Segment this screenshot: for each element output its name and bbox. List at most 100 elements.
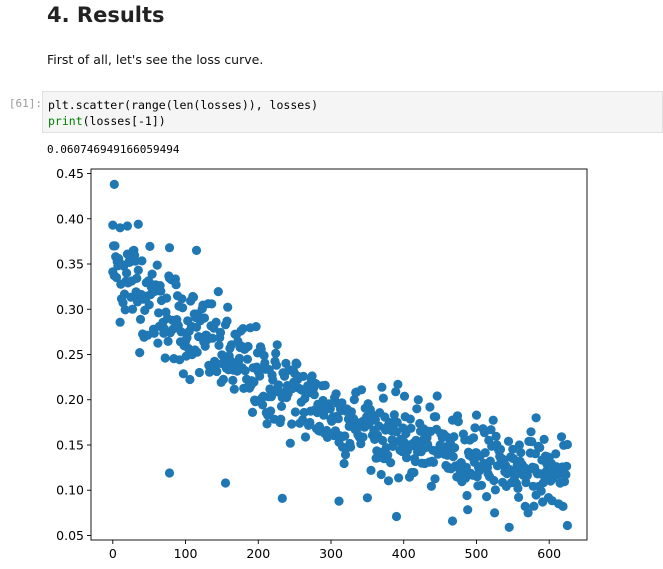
x-tick-label: 0 (109, 546, 117, 560)
code-line-1: plt.scatter(range(len(losses)), losses) (48, 98, 319, 112)
scatter-point (213, 287, 223, 297)
scatter-point (495, 444, 506, 454)
scatter-point (212, 366, 222, 377)
scatter-point (358, 432, 368, 442)
y-tick-label: 0.15 (56, 437, 84, 452)
scatter-point (242, 354, 252, 364)
scatter-point (240, 366, 250, 376)
scatter-point (110, 241, 120, 251)
x-tick-label: 100 (174, 546, 198, 560)
scatter-point (238, 324, 248, 334)
y-tick-label: 0.40 (56, 211, 84, 226)
scatter-point (356, 385, 367, 395)
scatter-point (285, 438, 295, 448)
scatter-point (319, 410, 329, 420)
scatter-point (276, 401, 287, 411)
scatter-point (346, 442, 356, 452)
scatter-point (177, 294, 187, 304)
scatter-point (266, 406, 276, 416)
scatter-point (449, 432, 459, 442)
code-cell[interactable]: plt.scatter(range(len(losses)), losses) … (42, 91, 663, 133)
scatter-point (120, 305, 130, 315)
x-tick-label: 400 (392, 546, 416, 560)
scatter-point (160, 353, 170, 363)
scatter-point (426, 481, 436, 491)
y-tick-label: 0.25 (56, 347, 84, 362)
scatter-point (447, 516, 458, 526)
scatter-point (220, 478, 231, 488)
scatter-point (320, 380, 330, 390)
scatter-point (430, 474, 440, 484)
scatter-point (132, 273, 142, 283)
scatter-point (339, 458, 349, 469)
scatter-point (412, 404, 422, 414)
scatter-point (531, 413, 541, 423)
scatter-point (391, 387, 401, 397)
scatter-point (218, 374, 228, 384)
scatter-point (536, 486, 546, 496)
scatter-point (383, 450, 393, 460)
y-tick-label: 0.35 (56, 257, 84, 272)
scatter-point (337, 398, 347, 408)
scatter-point (378, 393, 388, 403)
scatter-point (482, 492, 492, 502)
scatter-point (135, 348, 145, 358)
scatter-point (514, 492, 524, 502)
scatter-point (391, 511, 402, 522)
scatter-point (333, 414, 343, 424)
scatter-point (463, 505, 473, 515)
scatter-point (164, 243, 175, 253)
scatter-point (164, 468, 175, 478)
scatter-point (486, 425, 496, 435)
scatter-point (178, 369, 188, 379)
scatter-point (409, 467, 419, 478)
y-tick-label: 0.30 (56, 302, 84, 317)
scatter-point (562, 461, 572, 471)
scatter-point (276, 414, 286, 424)
scatter-point (377, 382, 387, 392)
scatter-point (137, 256, 147, 266)
scatter-point (162, 293, 172, 303)
scatter-point (378, 435, 388, 446)
scatter-point (392, 417, 402, 427)
scatter-point (300, 432, 311, 442)
cell-prompt: [61]: (8, 97, 42, 110)
scatter-point (222, 316, 232, 326)
scatter-point (388, 441, 398, 451)
scatter-point (431, 412, 441, 422)
scatter-point (259, 350, 269, 361)
scatter-point (287, 419, 297, 429)
scatter-point (271, 360, 282, 370)
scatter-point (277, 493, 287, 503)
scatter-point (406, 423, 416, 433)
x-tick-label: 500 (465, 546, 489, 560)
scatter-point (399, 391, 410, 401)
scatter-point (489, 475, 499, 486)
scatter-point (471, 410, 482, 420)
scatter-point (147, 269, 157, 279)
y-tick-label: 0.10 (56, 483, 84, 498)
scatter-point (192, 347, 202, 357)
scatter-point (348, 414, 359, 424)
scatter-point (171, 280, 181, 290)
scatter-point (247, 407, 258, 417)
scatter-point (428, 457, 439, 467)
print-keyword: print (48, 114, 83, 128)
scatter-point (325, 404, 335, 414)
scatter-point (503, 436, 514, 446)
scatter-point (558, 501, 568, 511)
intro-text: First of all, let's see the loss curve. (47, 52, 264, 67)
scatter-point (109, 179, 119, 189)
scatter-point (309, 390, 319, 400)
scatter-point (290, 407, 300, 417)
scatter-point (130, 256, 140, 266)
scatter-point (539, 434, 549, 444)
scatter-point (504, 522, 514, 532)
code-line-2: print(losses[-1]) (48, 113, 662, 129)
scatter-point (305, 417, 315, 428)
scatter-point (191, 245, 202, 255)
scatter-point (556, 432, 567, 442)
scatter-point (258, 400, 268, 410)
scatter-point (340, 450, 351, 460)
scatter-point (185, 374, 195, 385)
